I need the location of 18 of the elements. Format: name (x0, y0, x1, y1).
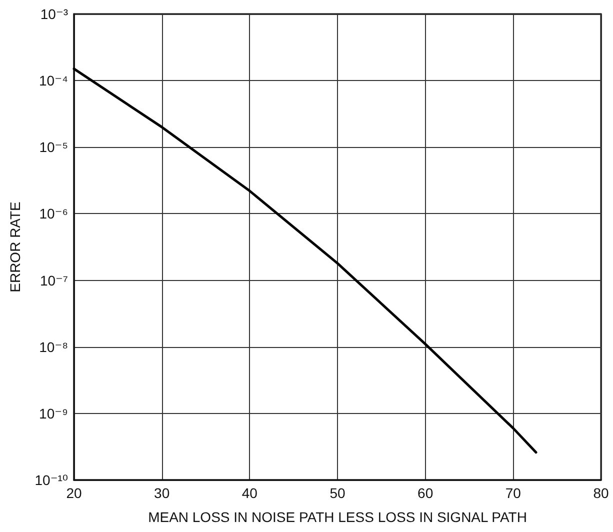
x-tick-label: 40 (242, 485, 258, 501)
y-tick-label: 10⁻¹⁰ (34, 472, 68, 488)
y-tick-label: 10⁻⁴ (39, 72, 68, 89)
x-axis-title: MEAN LOSS IN NOISE PATH LESS LOSS IN SIGNAL PATH (148, 509, 527, 525)
y-tick-label: 10⁻⁵ (39, 139, 68, 156)
y-tick-label: 10⁻³ (40, 6, 68, 22)
x-tick-label: 30 (154, 485, 170, 501)
y-tick-label: 10⁻⁸ (39, 338, 68, 355)
x-tick-label: 60 (418, 485, 434, 501)
line-series (72, 68, 538, 454)
x-tick-label: 20 (66, 485, 82, 501)
x-tick-label: 50 (330, 485, 346, 501)
y-tick-label: 10⁻⁹ (39, 405, 68, 422)
x-tick-label: 70 (505, 485, 522, 501)
x-tick-label: 80 (593, 485, 609, 501)
y-tick-label: 10⁻⁷ (40, 272, 68, 288)
y-tick-label: 10⁻⁶ (39, 206, 68, 222)
y-axis-title: ERROR RATE (7, 202, 23, 292)
